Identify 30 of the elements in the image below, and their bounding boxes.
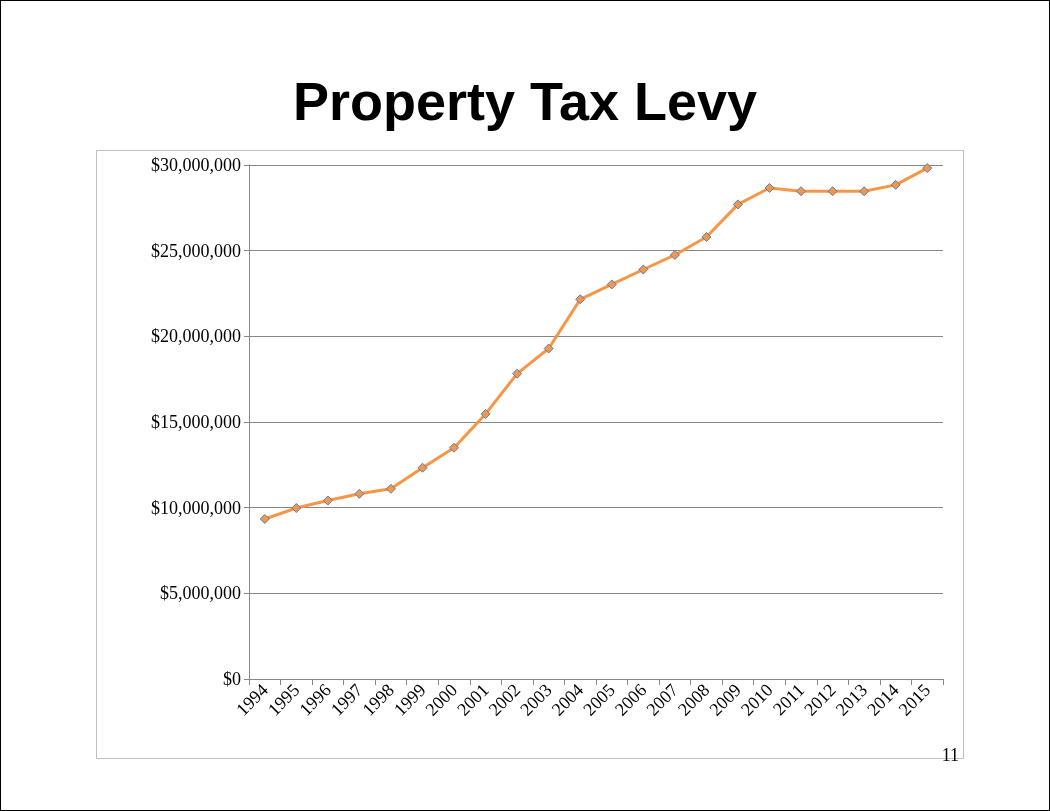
point <box>322 495 333 506</box>
point <box>385 483 396 494</box>
point <box>480 408 491 419</box>
point <box>859 186 870 197</box>
point <box>796 186 807 197</box>
y-tick-label: $5,000,000 <box>160 583 241 604</box>
y-tick-label: $15,000,000 <box>151 412 241 432</box>
point <box>575 294 586 305</box>
point <box>543 343 554 354</box>
point <box>417 462 428 473</box>
chart-title: Property Tax Levy <box>292 71 758 131</box>
y-tick-label: $25,000,000 <box>151 240 241 261</box>
point <box>512 368 523 379</box>
point <box>701 231 712 242</box>
point <box>606 279 617 290</box>
point <box>354 488 365 499</box>
point <box>732 199 743 210</box>
point <box>922 163 933 174</box>
y-tick-label: $10,000,000 <box>151 497 241 518</box>
y-tick-label: $30,000,000 <box>151 155 241 175</box>
point <box>669 249 680 260</box>
point <box>764 182 775 193</box>
point <box>827 186 838 197</box>
y-tick-label: $20,000,000 <box>151 326 241 347</box>
point <box>638 264 649 275</box>
point <box>449 442 460 453</box>
point <box>259 513 270 524</box>
point <box>291 503 302 514</box>
text: 11 <box>941 745 960 765</box>
point <box>890 179 901 190</box>
